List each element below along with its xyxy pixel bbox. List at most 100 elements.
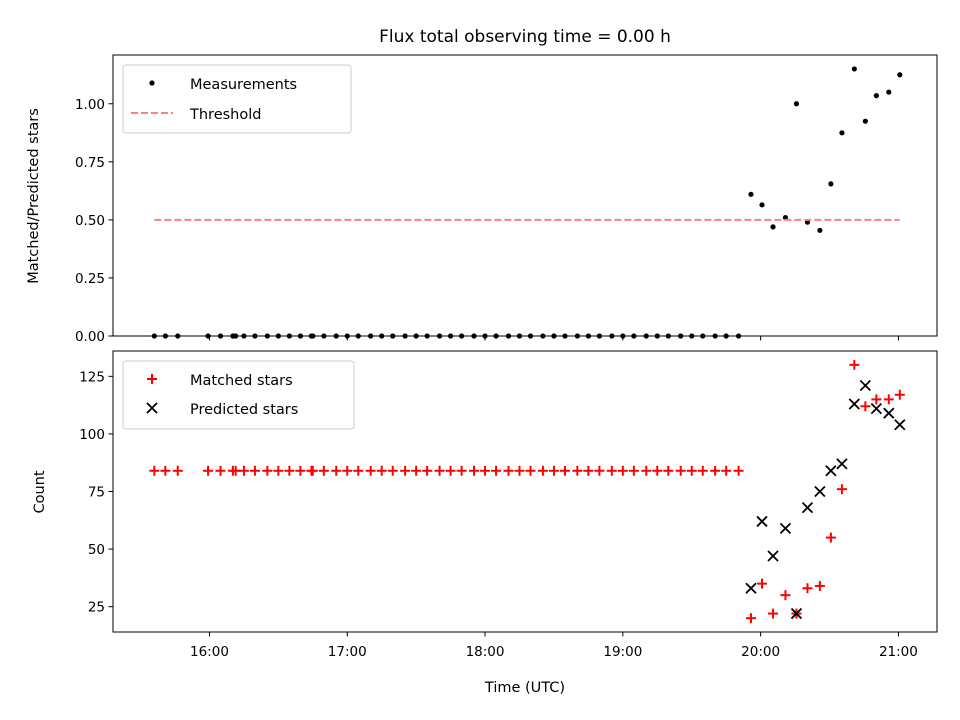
legend-threshold-label: Threshold — [189, 107, 261, 123]
x-tick-label: 16:00 — [190, 644, 229, 660]
matched-star-point — [733, 465, 744, 476]
matched-star-point — [780, 590, 791, 601]
legend-predicted-label: Predicted stars — [190, 402, 298, 418]
matched-star-point — [295, 465, 306, 476]
measurement-point — [897, 72, 903, 78]
matched-star-point — [814, 580, 825, 591]
bottom-panel: 25 50 75 100 125 16:00 17:00 18:00 19:00 20:00 21… — [32, 350, 938, 696]
matched-star-point — [745, 613, 756, 624]
matched-star-point — [594, 465, 605, 476]
predicted-star-point — [825, 465, 837, 477]
measurement-point — [851, 66, 857, 72]
matched-star-point — [836, 484, 847, 495]
measurement-point — [817, 227, 823, 233]
measurement-point — [886, 89, 892, 95]
matched-star-point — [160, 465, 171, 476]
matched-star-point — [883, 394, 894, 405]
measurement-point — [782, 214, 789, 221]
matched-star-point — [434, 465, 445, 476]
top-y-tick-label: 0.75 — [75, 155, 105, 171]
predicted-star-point — [883, 407, 895, 419]
matched-star-point — [215, 465, 226, 476]
matched-star-point — [445, 465, 456, 476]
predicted-star-point — [859, 379, 871, 392]
matched-star-point — [710, 465, 721, 476]
x-tick-label: 20:00 — [741, 644, 780, 660]
measurement-point — [873, 93, 879, 99]
matched-star-point — [617, 465, 628, 476]
matched-star-point — [353, 465, 364, 476]
predicted-star-point — [814, 485, 826, 498]
matched-star-point — [802, 583, 813, 594]
matched-star-point — [537, 465, 548, 476]
matched-star-point — [480, 465, 491, 476]
bottom-y-tick-label: 125 — [79, 369, 105, 385]
matched-star-point — [548, 465, 559, 476]
matched-star-point — [469, 465, 480, 476]
matched-star-point — [238, 465, 249, 476]
legend-predicted-marker — [146, 402, 158, 414]
matched-star-point — [663, 465, 674, 476]
predicted-star-point — [836, 458, 848, 470]
predicted-star-point — [745, 582, 757, 594]
predicted-star-point — [801, 501, 814, 514]
measurement-point — [770, 224, 776, 230]
matched-star-point — [149, 465, 160, 476]
matched-star-point — [284, 465, 295, 476]
bottom-y-tick-label: 50 — [88, 542, 105, 558]
predicted-star-point — [894, 419, 906, 431]
matched-star-point — [675, 465, 686, 476]
predicted-star-point — [848, 398, 860, 410]
matched-star-point — [503, 465, 514, 476]
matched-star-point — [559, 465, 570, 476]
matched-star-point — [697, 465, 708, 476]
bottom-y-tick-label: 25 — [88, 600, 105, 616]
top-panel-frame — [112, 54, 938, 337]
measurement-point — [862, 118, 868, 124]
measurement-point — [828, 181, 834, 187]
measurement-point — [804, 219, 811, 225]
matched-star-point — [849, 359, 860, 370]
matched-star-point — [641, 465, 652, 476]
matched-star-point — [456, 465, 467, 476]
legend-matched-marker — [147, 374, 157, 384]
x-tick-label: 19:00 — [603, 644, 642, 660]
predicted-star-point — [756, 515, 768, 528]
matched-star-point — [387, 465, 398, 476]
matched-star-point — [342, 465, 353, 476]
bottom-y-axis-label: Count — [32, 470, 48, 513]
top-legend: Measurements Threshold — [122, 64, 352, 134]
matched-star-point — [583, 465, 594, 476]
bottom-y-tick-label: 100 — [79, 427, 105, 443]
matched-star-point — [652, 465, 663, 476]
matched-star-point — [411, 465, 422, 476]
predicted-star-point — [790, 607, 803, 620]
matched-star-point — [318, 465, 329, 476]
matched-star-point — [331, 465, 342, 476]
matched-star-point — [491, 465, 502, 476]
bottom-y-tick-label: 75 — [88, 485, 105, 501]
matched-star-point — [572, 465, 583, 476]
matched-star-point — [628, 465, 639, 476]
matched-star-point — [172, 465, 183, 476]
x-tick-label: 21:00 — [879, 644, 918, 660]
predicted-star-point — [767, 550, 779, 562]
matched-star-point — [514, 465, 525, 476]
legend-matched-label: Matched stars — [190, 373, 293, 389]
matched-star-point — [686, 465, 697, 476]
matched-star-point — [871, 394, 882, 405]
top-y-tick-label: 0.00 — [75, 329, 105, 345]
measurement-point — [759, 202, 765, 208]
measurement-point — [748, 191, 754, 197]
x-axis-label: Time (UTC) — [484, 680, 565, 696]
measurement-point — [793, 101, 800, 107]
predicted-star-point — [779, 522, 792, 534]
top-y-tick-label: 0.25 — [75, 271, 105, 287]
matched-star-point — [376, 465, 387, 476]
matched-star-point — [721, 465, 732, 476]
matched-star-point — [262, 465, 273, 476]
matched-star-point — [860, 401, 871, 412]
top-y-axis-label: Matched/Predicted stars — [26, 108, 42, 284]
predicted-star-point — [870, 402, 883, 415]
